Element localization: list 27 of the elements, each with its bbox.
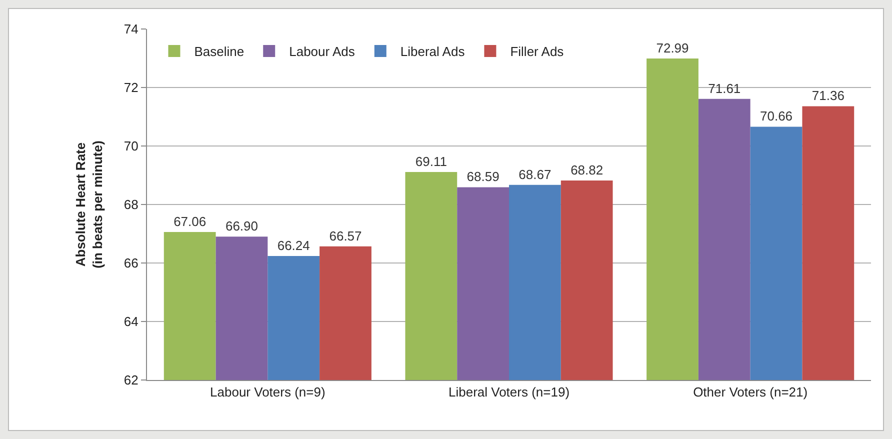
data-label: 71.36 bbox=[812, 88, 844, 104]
x-tick-label: Labour Voters (n=9) bbox=[210, 384, 326, 400]
data-label: 69.11 bbox=[415, 154, 447, 170]
y-tick-label: 68 bbox=[124, 197, 138, 212]
data-label: 66.57 bbox=[329, 228, 362, 244]
data-label: 68.59 bbox=[466, 169, 500, 184]
x-tick-label: Liberal Voters (n=19) bbox=[448, 384, 570, 400]
y-tick-label: 72 bbox=[124, 80, 138, 96]
legend-label: Liberal Ads bbox=[400, 44, 466, 60]
x-tick-label: Other Voters (n=21) bbox=[693, 384, 808, 400]
data-label: 70.66 bbox=[760, 108, 793, 124]
y-tick-label: 70 bbox=[124, 138, 138, 154]
y-tick-label: 66 bbox=[124, 256, 138, 271]
y-tick-label: 62 bbox=[124, 372, 138, 388]
data-label: 67.06 bbox=[174, 214, 206, 229]
data-label: 66.24 bbox=[277, 238, 310, 253]
y-tick-label: 64 bbox=[124, 314, 138, 330]
legend-label: Filler Ads bbox=[510, 44, 564, 60]
data-label: 72.99 bbox=[656, 40, 689, 56]
data-label: 71.61 bbox=[708, 80, 741, 96]
legend-label: Baseline bbox=[194, 44, 244, 60]
data-label: 68.82 bbox=[570, 162, 604, 178]
data-label: 68.67 bbox=[518, 166, 552, 182]
y-axis-title: Absolute Heart Rate (in beats per minute) bbox=[72, 140, 105, 268]
y-tick-label: 74 bbox=[124, 22, 138, 37]
legend-label: Labour Ads bbox=[289, 44, 356, 60]
data-label: 66.90 bbox=[225, 218, 258, 234]
